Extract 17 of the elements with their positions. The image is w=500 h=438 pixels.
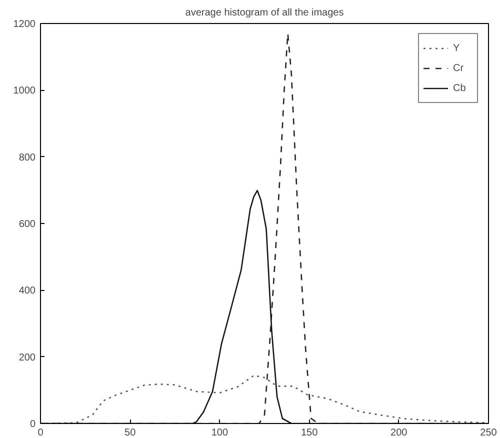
- x-tick-label: 200: [390, 428, 408, 438]
- y-tick-label: 1000: [13, 86, 36, 97]
- x-tick-label: 50: [124, 428, 136, 438]
- x-tick-label: 250: [480, 428, 498, 438]
- y-tick-label: 600: [18, 219, 36, 230]
- chart-title: average histogram of all the images: [185, 8, 344, 18]
- y-tick-label: 200: [18, 352, 36, 364]
- x-tick-label: 150: [300, 428, 318, 438]
- legend-label: Y: [453, 42, 461, 54]
- y-tick-label: 1200: [13, 19, 36, 30]
- y-tick-label: 400: [18, 286, 36, 297]
- legend-label: Cb: [453, 82, 467, 94]
- x-tick-label: 100: [211, 428, 228, 438]
- y-tick-label: 0: [30, 419, 36, 430]
- y-tick-label: 800: [18, 152, 36, 164]
- x-tick-label: 0: [38, 428, 44, 438]
- legend-label: Cr: [453, 62, 465, 74]
